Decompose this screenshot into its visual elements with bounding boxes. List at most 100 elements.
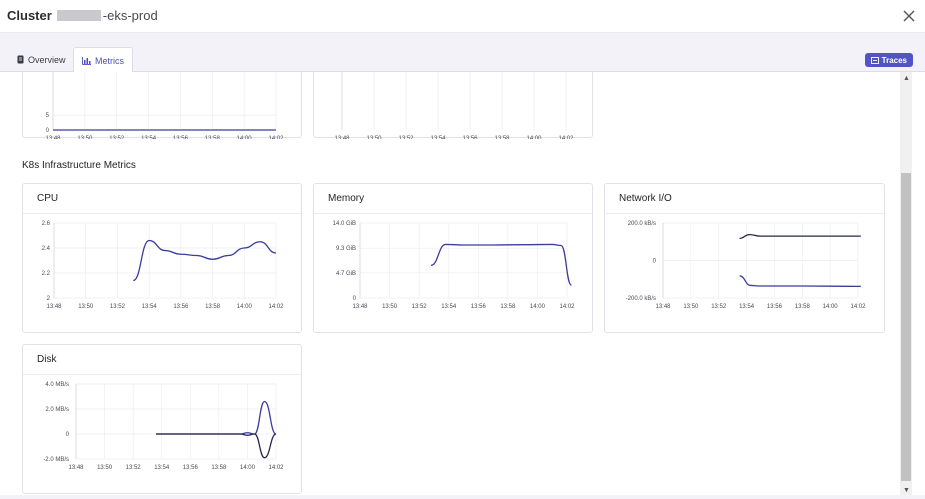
y-tick-label: 4.7 GiB — [336, 271, 356, 277]
chart-disk: 13:48 13:50 13:52 13:54 13:56 13:58 14:00 14:02… — [43, 382, 284, 471]
card-title-memory: Memory — [328, 193, 365, 204]
x-tick-label: 14:00 — [237, 136, 253, 139]
x-tick-label: 13:48 — [45, 136, 61, 139]
y-tick-label: 2.2 — [42, 271, 51, 277]
y-tick-label: 0 — [653, 259, 657, 265]
card-title-cpu: CPU — [37, 193, 59, 204]
x-tick-label: 13:50 — [97, 465, 113, 471]
y-tick-label: 2.4 — [42, 246, 51, 252]
x-tick-label: 13:56 — [173, 136, 189, 139]
x-tick-label: 13:52 — [711, 304, 727, 310]
x-tick-label: 14:00 — [526, 136, 542, 139]
chart-card-network: Network I/O 13:48 13:50 13:52 13:54 13:56 13:… — [604, 183, 885, 333]
tab-metrics[interactable]: Metrics — [73, 47, 133, 73]
y-tick-label: 4.0 MB/s — [45, 382, 69, 388]
series-line — [156, 433, 277, 459]
scroll-down-arrow-icon[interactable]: ▼ — [903, 487, 910, 494]
card-title-disk: Disk — [37, 354, 57, 365]
x-tick-label: 13:48 — [655, 304, 671, 310]
x-tick-label: 14:00 — [240, 465, 256, 471]
x-tick-label: 13:50 — [683, 304, 699, 310]
y-tick-label: 2.6 — [42, 221, 51, 227]
divider — [314, 213, 592, 214]
y-tick-label: 2 — [47, 296, 51, 302]
x-tick-label: 14:00 — [823, 304, 839, 310]
series-line — [739, 275, 861, 288]
x-tick-label: 13:58 — [205, 136, 221, 139]
x-tick-label: 13:52 — [110, 304, 126, 310]
tab-bar: Overview Metrics — [0, 33, 925, 73]
x-tick-label: 13:56 — [767, 304, 783, 310]
y-tick-label: 0 — [353, 296, 357, 302]
vertical-scrollbar[interactable]: ▲ ▼ — [900, 72, 912, 497]
bottom-bar — [0, 495, 925, 499]
y-tick-label: 2.0 MB/s — [45, 407, 69, 413]
divider — [23, 213, 301, 214]
x-tick-label: 13:56 — [462, 136, 478, 139]
x-tick-label: 14:00 — [237, 304, 253, 310]
x-tick-label: 13:50 — [382, 304, 398, 310]
x-tick-label: 13:48 — [334, 136, 350, 139]
x-tick-label: 13:54 — [739, 304, 755, 310]
x-tick-label: 14:02 — [268, 465, 284, 471]
x-tick-label: 14:02 — [559, 304, 575, 310]
tab-metrics-label: Metrics — [95, 55, 124, 66]
x-tick-label: 13:50 — [77, 136, 93, 139]
divider — [605, 213, 884, 214]
chart-card-top-middle: 13:48 13:50 13:52 13:54 13:56 13:58 14:00 14:02 — [313, 72, 593, 139]
card-title-network: Network I/O — [619, 193, 672, 204]
x-tick-label: 13:50 — [78, 304, 94, 310]
chart-memory: 13:48 13:50 13:52 13:54 13:56 13:58 14:00 14:02… — [333, 221, 576, 310]
scrollbar-thumb[interactable] — [901, 173, 911, 481]
chart-card-memory: Memory 13:48 13:50 13:52 13:54 13:56 13:58 14:… — [313, 183, 593, 333]
x-tick-label: 14:02 — [268, 136, 284, 139]
x-tick-label: 13:52 — [126, 465, 142, 471]
y-tick-label: 14.0 GiB — [333, 221, 356, 227]
chart-cpu: 13:48 13:50 13:52 13:54 13:56 13:58 14:00 14:02… — [42, 221, 285, 310]
x-tick-label: 13:52 — [412, 304, 428, 310]
x-tick-label: 13:58 — [494, 136, 510, 139]
x-tick-label: 14:02 — [850, 304, 866, 310]
x-tick-label: 13:48 — [46, 304, 62, 310]
close-icon[interactable] — [902, 9, 916, 23]
title-suffix: -eks-prod — [102, 8, 158, 23]
x-tick-label: 13:54 — [141, 136, 157, 139]
title-prefix: Cluster — [7, 8, 52, 23]
x-tick-label: 13:54 — [441, 304, 457, 310]
x-tick-label: 13:56 — [183, 465, 199, 471]
x-tick-label: 14:02 — [558, 136, 574, 139]
tab-overview-label: Overview — [28, 54, 66, 65]
x-tick-label: 13:54 — [154, 465, 170, 471]
y-tick-label: -200.0 kB/s — [626, 296, 656, 302]
x-tick-label: 13:58 — [211, 465, 227, 471]
modal-header: Cluster -eks-prod — [0, 0, 925, 33]
y-tick-label: -2.0 MB/s — [43, 457, 69, 463]
metrics-content[interactable]: 13:48 13:50 13:52 13:54 13:56 13:58 14:00 14:02… — [0, 72, 900, 497]
series-line — [430, 243, 573, 286]
x-tick-label: 14:02 — [268, 304, 284, 310]
chart-card-top-left: 13:48 13:50 13:52 13:54 13:56 13:58 14:00 14:02… — [22, 72, 302, 139]
x-tick-label: 13:56 — [471, 304, 487, 310]
series-line — [156, 400, 277, 435]
x-tick-label: 13:54 — [142, 304, 158, 310]
traces-button-label: Traces — [881, 55, 907, 65]
tab-overview[interactable]: Overview — [9, 47, 74, 72]
series-line — [132, 239, 277, 282]
x-tick-label: 13:48 — [68, 465, 84, 471]
y-tick-label: 5 — [46, 113, 50, 119]
traces-button[interactable]: Traces — [864, 53, 913, 67]
x-tick-label: 14:00 — [530, 304, 546, 310]
section-title: K8s Infrastructure Metrics — [22, 160, 136, 171]
document-icon — [17, 55, 24, 64]
chart-top-left: 13:48 13:50 13:52 13:54 13:56 13:58 14:00 14:02… — [45, 72, 284, 139]
y-tick-label: 0 — [66, 432, 70, 438]
series-line — [739, 233, 861, 240]
chart-card-cpu: CPU 13:48 13:50 13:52 13:54 13:56 13:58 14:00 1… — [22, 183, 302, 333]
scroll-up-arrow-icon[interactable]: ▲ — [903, 75, 910, 82]
y-tick-label: 0 — [46, 128, 50, 134]
x-tick-label: 13:58 — [795, 304, 811, 310]
chart-top-middle: 13:48 13:50 13:52 13:54 13:56 13:58 14:00 14:02 — [334, 72, 574, 139]
x-tick-label: 13:54 — [430, 136, 446, 139]
x-tick-label: 13:52 — [398, 136, 414, 139]
chart-network: 13:48 13:50 13:52 13:54 13:56 13:58 14:00 14:02… — [626, 221, 867, 310]
